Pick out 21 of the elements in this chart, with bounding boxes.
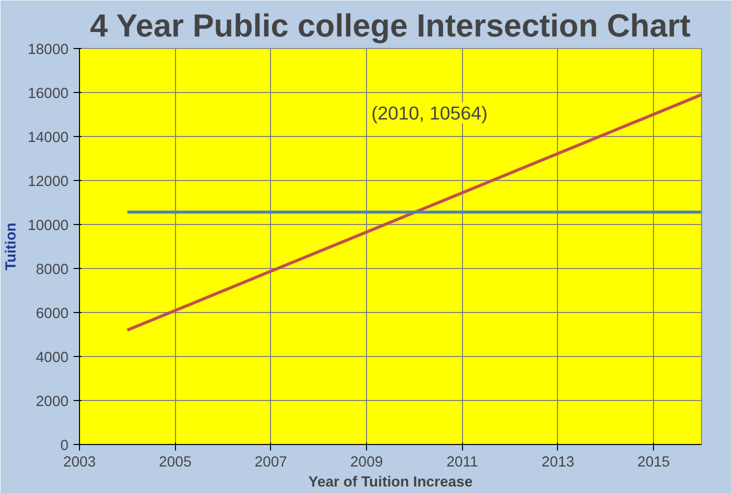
x-axis-title: Year of Tuition Increase [308,474,473,490]
x-tick-label: 2011 [446,454,478,470]
x-tick-label: 2013 [542,454,574,470]
chart-title: 4 Year Public college Intersection Chart [90,8,691,44]
y-tick-label: 18000 [28,42,69,58]
y-tick-label: 0 [60,438,69,454]
x-tick-label: 2009 [350,454,383,470]
x-tick-label: 2003 [63,454,96,470]
y-tick-label: 8000 [36,262,69,278]
annotation: (2010, 10564) [371,102,488,124]
y-tick-label: 10000 [28,218,69,234]
y-tick-label: 14000 [28,130,69,146]
x-tick-label: 2015 [637,454,670,470]
x-tick-label: 2007 [254,454,288,470]
y-tick-label: 6000 [36,306,69,322]
y-axis-title: Tuition [4,222,20,270]
y-tick-label: 2000 [36,394,69,410]
y-tick-label: 16000 [28,86,69,102]
y-tick-label: 4000 [36,350,69,366]
x-tick-label: 2005 [158,454,192,470]
y-tick-label: 12000 [28,174,69,190]
